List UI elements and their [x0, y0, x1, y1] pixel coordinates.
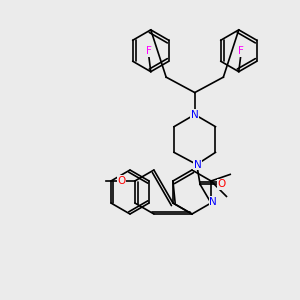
Text: F: F — [238, 46, 244, 56]
Text: N: N — [191, 110, 199, 120]
Text: O: O — [118, 176, 126, 186]
Text: O: O — [218, 179, 226, 189]
Text: N: N — [194, 160, 202, 170]
Text: F: F — [146, 46, 152, 56]
Text: N: N — [209, 197, 217, 207]
